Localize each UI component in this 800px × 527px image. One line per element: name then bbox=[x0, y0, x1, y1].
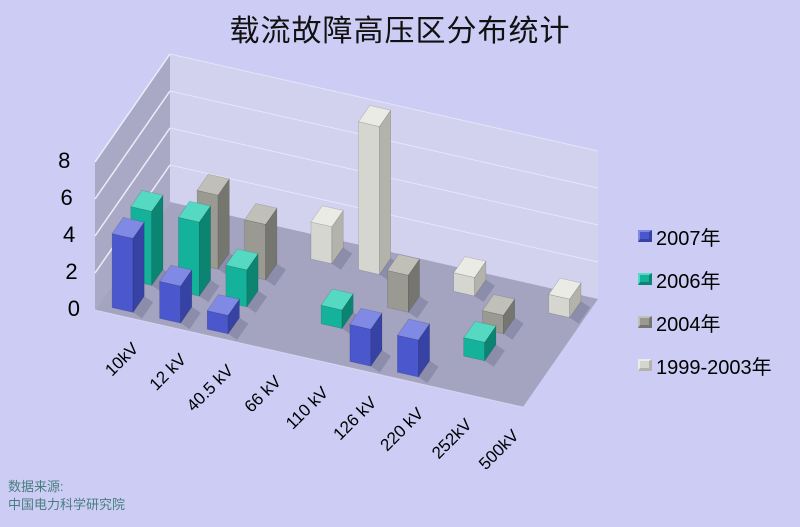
floor-front-edge bbox=[94, 309, 524, 408]
wall-gridline-6 bbox=[94, 90, 171, 200]
back-gridline-8 bbox=[169, 53, 599, 152]
bar-shadow bbox=[397, 360, 439, 383]
legend-item-1999-2003年: 1999-2003年 bbox=[638, 351, 772, 380]
bar-shadow bbox=[225, 290, 268, 313]
bar-shadow bbox=[453, 279, 495, 302]
bar-shadow bbox=[244, 263, 286, 286]
bar-shadow bbox=[349, 350, 391, 373]
y-axis-label-2: 2 bbox=[65, 259, 78, 284]
chart-title: 载流故障高压区分布统计 bbox=[229, 15, 571, 48]
bar-front-1999-2003年-110 kV bbox=[358, 121, 380, 275]
bar-front-2007年-10kV bbox=[111, 233, 134, 313]
bar-shadow bbox=[178, 279, 220, 303]
bar-top-1999-2003年-110 kV bbox=[358, 105, 392, 127]
bar-top-2006年-110 kV bbox=[320, 288, 354, 311]
bar-top-2007年-12 kV bbox=[159, 264, 193, 287]
data-source: 数据来源: 中国电力科学研究院 bbox=[8, 478, 125, 514]
bar-top-2004年-12 kV bbox=[196, 173, 230, 196]
legend-label: 2004年 bbox=[656, 314, 721, 336]
wall-gridline-8 bbox=[94, 53, 171, 163]
bar-top-1999-2003年-500kV bbox=[548, 277, 582, 300]
bar-shadow bbox=[207, 317, 249, 340]
bar-front-2007年-126 kV bbox=[349, 324, 372, 367]
bar-top-2006年-40.5 kV bbox=[225, 248, 259, 271]
y-axis-label-6: 6 bbox=[60, 185, 73, 210]
bar-top-2007年-10kV bbox=[111, 217, 145, 239]
data-source-line1: 数据来源: bbox=[8, 479, 64, 494]
bar-shadow bbox=[463, 344, 505, 367]
legend-marker-icon bbox=[638, 272, 652, 285]
legend-marker-icon bbox=[638, 315, 652, 328]
bar-top-2004年-40.5 kV bbox=[244, 203, 278, 225]
bar-top-2006年-12 kV bbox=[177, 200, 212, 223]
bar-shadow bbox=[159, 306, 201, 330]
y-axis-label-0: 0 bbox=[67, 296, 80, 321]
bar-top-1999-2003年-220 kV bbox=[453, 256, 487, 278]
legend-label: 2007年 bbox=[656, 228, 721, 250]
bar-top-2007年-40.5 kV bbox=[206, 294, 240, 316]
bar-front-1999-2003年-66 kV bbox=[310, 221, 333, 265]
y-axis-label-8: 8 bbox=[58, 148, 71, 173]
bar-top-2007年-126 kV bbox=[349, 307, 383, 330]
bar-top-2006年-252kV bbox=[463, 321, 497, 343]
bar-front-2007年-12 kV bbox=[159, 281, 181, 324]
bar-top-2004年-252kV bbox=[482, 294, 516, 316]
bar-shadow bbox=[548, 301, 590, 324]
legend: 2007年 2006年 2004年 1999-2003年 bbox=[638, 222, 772, 380]
bar-top-2007年-220 kV bbox=[396, 318, 431, 341]
y-axis-label-4: 4 bbox=[62, 222, 76, 247]
bar-front-2007年-220 kV bbox=[397, 334, 419, 378]
legend-item-2006年: 2006年 bbox=[638, 265, 772, 294]
bar-front-2004年-126 kV bbox=[387, 270, 409, 313]
legend-label: 2006年 bbox=[656, 271, 721, 293]
legend-item-2004年: 2004年 bbox=[638, 308, 772, 337]
bar-top-1999-2003年-66 kV bbox=[310, 205, 344, 228]
data-source-line2: 中国电力科学研究院 bbox=[8, 497, 126, 512]
wall-gridline-4 bbox=[94, 127, 171, 237]
bar-shadow bbox=[112, 296, 154, 319]
legend-label: 1999-2003年 bbox=[656, 357, 772, 379]
legend-marker-icon bbox=[638, 358, 652, 371]
legend-marker-icon bbox=[638, 229, 652, 242]
bar-shadow bbox=[311, 247, 353, 270]
bar-top-2006年-10kV bbox=[130, 190, 164, 212]
bar-top-2004年-126 kV bbox=[386, 253, 420, 276]
legend-item-2007年: 2007年 bbox=[638, 222, 772, 251]
bar-side-1999-2003年-110 kV bbox=[379, 109, 392, 276]
bar-shadow bbox=[387, 296, 429, 319]
bar-shadow bbox=[482, 317, 524, 340]
